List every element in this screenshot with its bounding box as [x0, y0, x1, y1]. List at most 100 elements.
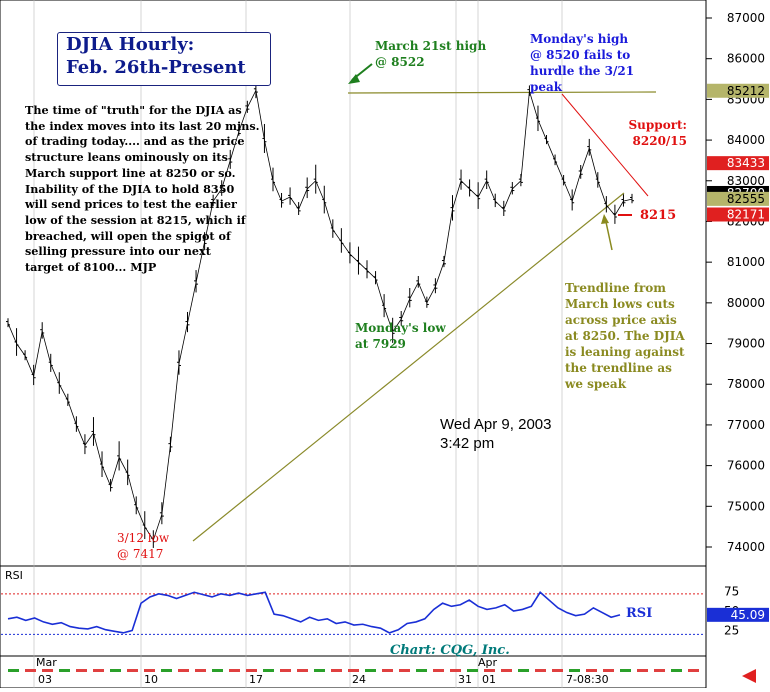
session-marker — [246, 669, 257, 672]
session-marker — [365, 669, 376, 672]
session-marker — [484, 669, 495, 672]
chart-title-line1: DJIA Hourly: — [66, 34, 195, 55]
session-marker — [25, 669, 36, 672]
session-marker — [586, 669, 597, 672]
session-marker — [8, 669, 19, 672]
price-tick-label: 75000 — [727, 499, 765, 513]
price-marker-text: 82555 — [727, 192, 765, 206]
session-marker — [144, 669, 155, 672]
price-line — [7, 89, 633, 542]
day-label: 7-08:30 — [566, 673, 609, 686]
annotation-trendline: Trendline from March lows cuts across pr… — [565, 281, 685, 391]
session-marker — [450, 669, 461, 672]
price-axis — [706, 0, 770, 688]
session-marker — [654, 669, 665, 672]
day-label: 24 — [352, 673, 366, 686]
session-marker — [671, 669, 682, 672]
rsi-current-marker — [707, 607, 769, 622]
annotation-march12-low: 3/12 low @ 7417 — [117, 531, 170, 561]
rsi-tick-label: 75 — [724, 585, 739, 599]
march21-arrow — [348, 63, 373, 84]
scroll-left-icon[interactable] — [742, 669, 756, 683]
session-marker — [195, 669, 206, 672]
rsi-tick-label: 25 — [724, 624, 739, 638]
price-marker-label — [707, 207, 769, 222]
chart-title-line2: Feb. 26th-Present — [66, 57, 246, 78]
day-label: 10 — [144, 673, 158, 686]
price-tick-label: 80000 — [727, 296, 765, 310]
session-marker — [110, 669, 121, 672]
session-marker — [535, 669, 546, 672]
session-marker — [59, 669, 70, 672]
price-tick-label: 86000 — [727, 52, 765, 66]
session-marker — [263, 669, 274, 672]
session-marker — [93, 669, 104, 672]
annotation-8215: 8215 — [640, 208, 677, 223]
session-marker — [127, 669, 138, 672]
day-label: 03 — [38, 673, 52, 686]
price-tick-label: 78000 — [727, 377, 765, 391]
march-trendline — [192, 192, 625, 542]
session-marker — [416, 669, 427, 672]
session-marker — [348, 669, 359, 672]
day-label: 17 — [249, 673, 263, 686]
chart-title: DJIA Hourly: Feb. 26th-Present — [57, 32, 271, 86]
rsi-current-value: 45.09 — [731, 608, 765, 622]
timestamp: Wed Apr 9, 2003 3:42 pm — [440, 416, 552, 452]
session-marker — [688, 669, 699, 672]
price-tick-label: 81000 — [727, 255, 765, 269]
price-marker-text: 85212 — [727, 84, 765, 98]
month-label: Mar — [36, 656, 57, 669]
session-marker — [42, 669, 53, 672]
session-marker — [178, 669, 189, 672]
price-tick-label: 74000 — [727, 540, 765, 554]
session-marker — [399, 669, 410, 672]
price-tick-label: 87000 — [727, 11, 765, 25]
annotation-mondays-low: Monday's low at 7929 — [355, 321, 446, 351]
rsi-line — [7, 591, 621, 634]
price-panel — [0, 0, 707, 567]
session-marker — [297, 669, 308, 672]
session-marker — [331, 669, 342, 672]
day-label: 31 — [458, 673, 472, 686]
annotation-support: Support: 8220/15 — [628, 118, 687, 148]
rsi-panel-label: RSI — [5, 569, 23, 582]
annotation-march21-high: March 21st high @ 8522 — [375, 39, 487, 69]
session-marker — [76, 669, 87, 672]
trendline-arrow — [601, 214, 613, 251]
price-tick-label: 79000 — [727, 337, 765, 351]
session-marker — [229, 669, 240, 672]
annotation-mondays-high: Monday's high @ 8520 fails to hurdle the… — [530, 32, 635, 94]
chart-credit: Chart: CQG, Inc. — [390, 643, 510, 658]
session-marker — [518, 669, 529, 672]
session-marker — [620, 669, 631, 672]
price-tick-label: 84000 — [727, 133, 765, 147]
session-marker — [552, 669, 563, 672]
session-marker — [603, 669, 614, 672]
descending-red-line — [561, 93, 649, 197]
day-label: 01 — [482, 673, 496, 686]
session-marker — [314, 669, 325, 672]
price-marker-text: 82171 — [727, 208, 765, 222]
price-marker-label — [707, 156, 769, 171]
price-marker-label — [707, 83, 769, 98]
session-marker — [467, 669, 478, 672]
session-marker — [212, 669, 223, 672]
session-marker — [280, 669, 291, 672]
session-marker — [569, 669, 580, 672]
month-label: Apr — [478, 656, 498, 669]
price-marker-label — [707, 191, 769, 206]
session-marker — [501, 669, 512, 672]
price-tick-label: 83000 — [727, 174, 765, 188]
session-marker — [382, 669, 393, 672]
session-marker — [433, 669, 444, 672]
session-marker — [637, 669, 648, 672]
commentary-text: The time of "truth" for the DJIA as the … — [25, 103, 260, 275]
price-tick-label: 77000 — [727, 418, 765, 432]
rsi-series-label: RSI — [626, 606, 652, 621]
price-tick-label: 76000 — [727, 459, 765, 473]
session-marker — [161, 669, 172, 672]
price-marker-text: 83433 — [727, 156, 765, 170]
